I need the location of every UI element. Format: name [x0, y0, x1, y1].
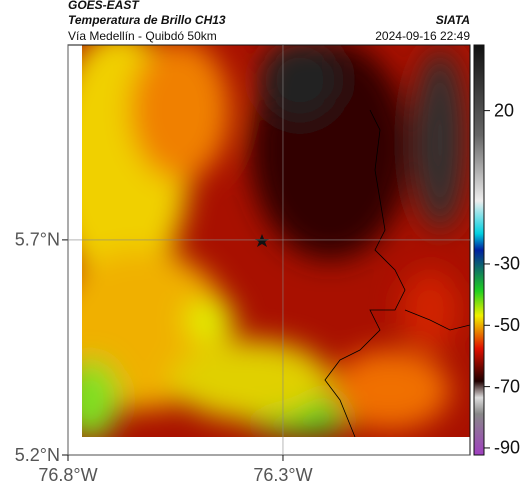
boundary — [404, 309, 470, 331]
x-tick-label: 76.3°W — [253, 465, 312, 485]
y-tick-label: 5.2°N — [15, 445, 60, 465]
colorbar — [473, 44, 485, 456]
brightness-field — [82, 45, 470, 437]
boundary — [324, 109, 406, 437]
colorbar-tick-label: -30 — [494, 254, 520, 274]
colorbar-tick-label: 20 — [494, 100, 514, 120]
satellite: GOES-EAST — [68, 0, 140, 12]
subtitle: Vía Medellín - Quibdó 50km — [68, 29, 217, 43]
x-tick-label: 76.8°W — [38, 465, 97, 485]
colorbar-tick-label: -70 — [494, 376, 520, 396]
source: SIATA — [436, 13, 470, 27]
location-marker — [255, 234, 269, 247]
datetime: 2024-09-16 22:49 — [375, 29, 470, 43]
colorbar-tick-label: -90 — [494, 438, 520, 458]
y-tick-label: 5.7°N — [15, 230, 60, 250]
colorbar-tick-label: -50 — [494, 315, 520, 335]
title: Temperatura de Brillo CH13 — [68, 13, 226, 27]
